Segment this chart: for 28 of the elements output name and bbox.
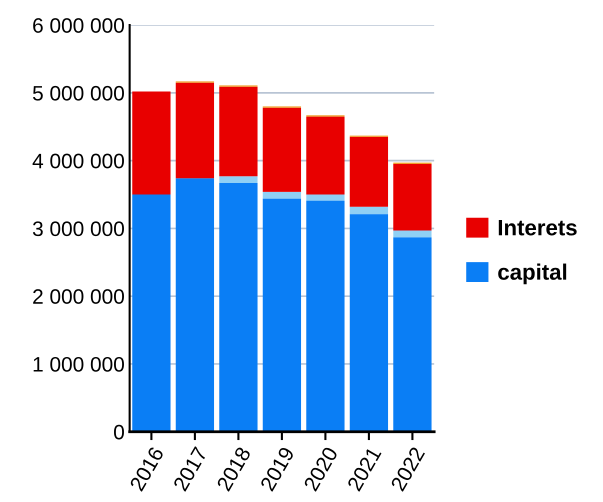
bar bbox=[176, 178, 214, 432]
bar bbox=[219, 86, 258, 176]
bar bbox=[350, 206, 388, 214]
y-tick-label: 4 000 000 bbox=[32, 154, 124, 168]
bar bbox=[350, 214, 388, 432]
y-tick-label: 6 000 000 bbox=[33, 18, 124, 33]
bar bbox=[132, 92, 171, 195]
y-tick-label: 0 bbox=[114, 424, 124, 440]
legend-label: capital bbox=[498, 264, 566, 284]
bar bbox=[262, 198, 302, 432]
bar bbox=[306, 200, 345, 432]
bar bbox=[350, 136, 388, 207]
bar bbox=[393, 164, 432, 230]
bar bbox=[262, 192, 302, 199]
y-tick-label: 5 000 000 bbox=[32, 86, 124, 101]
y-tick-label: 2 000 000 bbox=[33, 289, 124, 304]
bar bbox=[393, 237, 432, 432]
bar bbox=[306, 194, 345, 201]
y-tick-label: 3 000 000 bbox=[32, 221, 124, 236]
bar bbox=[219, 183, 258, 432]
bar bbox=[176, 82, 214, 178]
bar bbox=[306, 116, 345, 195]
y-tick-label: 1 000 000 bbox=[34, 356, 124, 372]
bar bbox=[219, 176, 258, 184]
legend-label: Interets bbox=[498, 220, 577, 236]
bar bbox=[262, 108, 302, 192]
bar bbox=[393, 230, 432, 238]
bar bbox=[132, 194, 171, 432]
